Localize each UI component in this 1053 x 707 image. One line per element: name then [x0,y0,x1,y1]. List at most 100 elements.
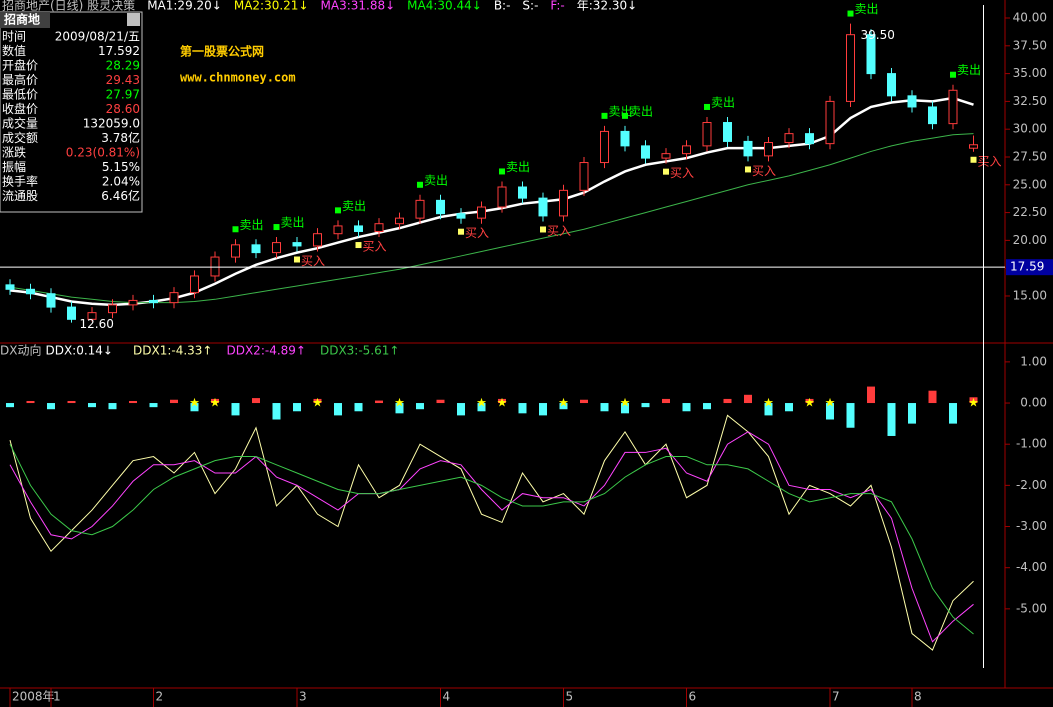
info-value: 132059.0 [83,117,140,131]
signal-label: 卖出 [855,2,879,16]
ddx-bar [26,400,35,404]
panel-title: DX动向 [0,343,41,358]
y-tick-label: 35.00 [1013,66,1047,80]
info-title-box [0,12,50,28]
info-value: 27.97 [106,88,140,102]
info-label: 成交额 [2,130,38,145]
candle-body [26,288,35,295]
candle-body [108,304,117,314]
candle-body [169,292,179,304]
cursor-label: 17.59 [1010,260,1044,274]
header-item: F:- [550,0,564,13]
y-tick-label: 40.00 [1013,11,1047,25]
ddx-bar [108,403,117,410]
ddx-bar [47,403,55,410]
signal-marker [294,256,300,263]
legend-entry: DDX2:-4.89↑ [226,344,305,358]
signal-marker [601,112,608,119]
info-label: 时间 [2,30,26,44]
header-item: MA3:31.88↓ [321,0,396,13]
signal-label: 卖出 [342,199,366,213]
candle-body [128,299,138,306]
ddx-bar [252,398,260,404]
signal-label: 买入 [301,254,325,268]
y-tick-label: -5.00 [1016,601,1047,615]
star: ★ [476,396,487,410]
info-value: 3.78亿 [101,130,140,145]
info-label: 最低价 [2,88,38,102]
candle-body [477,206,486,219]
candle-body [149,299,158,304]
header-item: MA2:30.21↓ [234,0,309,13]
signal-label: 卖出 [281,216,305,230]
ddx-bar [518,403,527,414]
candle-body [928,106,937,125]
info-title: 招商地 [4,12,40,27]
x-tick-label: 2008年 [12,690,55,704]
info-value: 2.04% [102,175,140,189]
star: ★ [825,396,836,410]
signal-marker [540,226,546,233]
info-value: 17.592 [98,44,140,58]
ddx-bar [211,398,219,404]
candle-body [764,142,773,157]
x-tick-label: 6 [689,690,697,704]
candle-body [46,293,56,308]
star: ★ [189,396,200,410]
info-label: 换手率 [2,174,38,189]
ddx-bar [293,403,301,412]
y-tick-label: -1.00 [1016,437,1047,451]
ddx-bar [887,403,896,436]
ddx-bar [272,403,281,420]
signal-marker [950,71,956,78]
ddx-bar [334,403,342,416]
max-label: 39.50 [861,28,895,42]
ddx-bar [375,400,383,404]
candle-body [354,225,363,232]
ddx-bar [641,403,650,408]
y-tick-label: 25.00 [1013,177,1047,191]
candle-body [641,145,650,159]
candle-body [784,133,794,144]
ddx-bar [805,398,814,404]
signal-marker [745,166,751,173]
y-tick-label: -4.00 [1016,560,1047,574]
candle-body [190,275,199,294]
y-tick-label: 30.00 [1013,122,1047,136]
info-label: 成交量 [2,116,38,131]
star: ★ [968,396,979,410]
candle-body [251,244,261,254]
x-tick-label: 2 [156,690,164,704]
candle-body [395,217,404,225]
ddx-bar [723,398,732,404]
y-tick-label: 27.50 [1013,149,1047,163]
signal-marker [232,226,239,233]
candle-body [600,130,609,164]
candle-body [866,34,876,75]
star: ★ [804,396,815,410]
candle-body [5,284,15,290]
info-label: 最高价 [2,72,38,87]
x-tick-label: 8 [914,690,922,704]
candle-body [518,186,527,199]
min-label: 12.60 [80,317,114,331]
candle-body [231,244,240,258]
header-item: MA1:29.20↓ [147,0,222,13]
y-tick-label: 37.50 [1013,38,1047,52]
candle-body [579,162,589,191]
signal-marker [458,228,464,235]
x-tick-label: 4 [443,690,451,704]
ddx-bar [539,403,547,416]
signal-marker [970,156,977,163]
info-label: 振幅 [2,159,26,174]
header-item: 招商地产(日线) 股灵决策 [2,0,135,13]
signal-label: 买入 [363,240,387,254]
ddx-bar [231,403,240,416]
signal-label: 卖出 [957,63,981,77]
info-label: 开盘价 [2,58,38,73]
ddx-bar [621,403,629,414]
candle-body [620,130,630,147]
star: ★ [394,396,405,410]
